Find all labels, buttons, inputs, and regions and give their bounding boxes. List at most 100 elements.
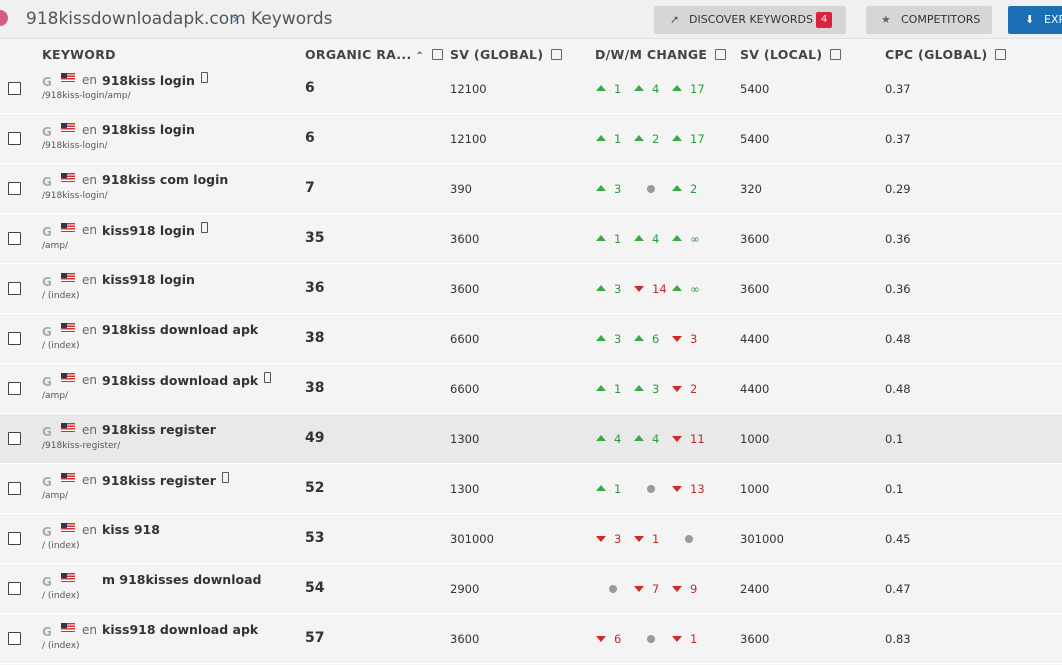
change: 3 [596, 182, 621, 196]
column-label: SV (LOCAL) [740, 47, 823, 62]
change-value: 3 [614, 332, 622, 346]
checkbox[interactable] [8, 432, 21, 445]
checkbox[interactable] [8, 132, 21, 145]
column-label: ORGANIC RA... [305, 47, 412, 62]
organic-rank: 49 [305, 430, 325, 446]
cpc: 0.37 [885, 132, 911, 146]
checkbox[interactable] [8, 232, 21, 245]
url: / (index) [42, 341, 80, 351]
keyword-text: 918kiss login [102, 122, 195, 137]
language: en [82, 373, 97, 387]
change-icon [672, 486, 682, 492]
change-value: 6 [652, 332, 660, 346]
breadcrumb-separator: › [232, 9, 239, 28]
google-icon: G [42, 625, 52, 639]
google-icon: G [42, 125, 52, 139]
column-header[interactable]: SV (LOCAL) [740, 47, 842, 62]
sv-global: 2900 [450, 582, 480, 596]
change-icon [634, 385, 644, 391]
language: en [82, 223, 97, 237]
url: /amp/ [42, 241, 69, 251]
change-icon [672, 636, 682, 642]
keyword[interactable]: 918kiss com login [102, 172, 228, 187]
keyword[interactable]: m 918kisses download [102, 572, 261, 587]
competitors-button[interactable]: ★ COMPETITORS [866, 6, 992, 34]
organic-rank: 6 [305, 80, 315, 96]
change: 3 [596, 532, 621, 546]
cpc: 0.1 [885, 482, 904, 496]
organic-rank: 36 [305, 280, 325, 296]
column-header[interactable]: ORGANIC RA... ⌃ [305, 47, 444, 62]
change: 14 [634, 282, 667, 296]
flag-icon [61, 223, 75, 232]
organic-rank: 54 [305, 580, 325, 596]
change-icon [596, 435, 606, 441]
organic-rank: 57 [305, 630, 325, 646]
keyword[interactable]: 918kiss download apk [102, 372, 272, 388]
button-label: COMPETITORS [901, 13, 981, 26]
checkbox[interactable] [8, 532, 21, 545]
edit-icon[interactable] [995, 49, 1007, 60]
change: 13 [672, 482, 705, 496]
change-value: 1 [614, 132, 622, 146]
flag-icon [61, 123, 75, 132]
keyword[interactable]: 918kiss login [102, 122, 195, 137]
checkbox[interactable] [8, 282, 21, 295]
export-button[interactable]: ⬇ EXP [1008, 6, 1062, 34]
cpc: 0.45 [885, 532, 911, 546]
change-value: 2 [690, 382, 698, 396]
checkbox[interactable] [8, 182, 21, 195]
keyword[interactable]: kiss918 download apk [102, 622, 258, 637]
edit-icon[interactable] [432, 49, 444, 60]
change-icon [634, 235, 644, 241]
change [596, 582, 617, 596]
keyword[interactable]: 918kiss register [102, 472, 229, 488]
keyword[interactable]: 918kiss login [102, 72, 208, 88]
column-header[interactable]: CPC (GLOBAL) [885, 47, 1007, 62]
change-icon [609, 585, 617, 593]
edit-icon[interactable] [551, 49, 563, 60]
keyword[interactable]: 918kiss register [102, 422, 216, 437]
checkbox[interactable] [8, 582, 21, 595]
change-icon [596, 636, 606, 642]
flag-icon [61, 373, 75, 382]
column-header[interactable]: D/W/M CHANGE [595, 47, 727, 62]
keyword[interactable]: kiss918 login [102, 222, 208, 238]
change-icon [647, 635, 655, 643]
keyword-text: 918kiss login [102, 73, 195, 88]
checkbox[interactable] [8, 332, 21, 345]
edit-icon[interactable] [715, 49, 727, 60]
checkbox[interactable] [8, 82, 21, 95]
change-value: 3 [690, 332, 698, 346]
checkbox[interactable] [8, 482, 21, 495]
keyword[interactable]: kiss918 login [102, 272, 195, 287]
sv-global: 12100 [450, 132, 487, 146]
change-value: 1 [614, 82, 622, 96]
column-header[interactable]: KEYWORD [42, 47, 116, 62]
button-label: EXP [1044, 13, 1062, 26]
change: 17 [672, 132, 705, 146]
edit-icon[interactable] [830, 49, 842, 60]
language: en [82, 323, 97, 337]
sv-global: 6600 [450, 332, 480, 346]
checkbox[interactable] [8, 382, 21, 395]
column-label: SV (GLOBAL) [450, 47, 544, 62]
change-icon [634, 135, 644, 141]
language: en [82, 173, 97, 187]
column-header[interactable]: SV (GLOBAL) [450, 47, 563, 62]
change: 4 [634, 82, 659, 96]
discover-button[interactable]: ➚ DISCOVER KEYWORDS 4 [654, 6, 846, 34]
change-value: 6 [614, 632, 622, 646]
sort-icon: ⌃ [415, 51, 425, 62]
change-icon [647, 185, 655, 193]
google-icon: G [42, 525, 52, 539]
sv-local: 5400 [740, 82, 770, 96]
change-icon [672, 386, 682, 392]
checkbox[interactable] [8, 632, 21, 645]
keyword[interactable]: kiss 918 [102, 522, 160, 537]
keyword[interactable]: 918kiss download apk [102, 322, 258, 337]
site-name[interactable]: 918kissdownloadapk.com [26, 9, 246, 29]
